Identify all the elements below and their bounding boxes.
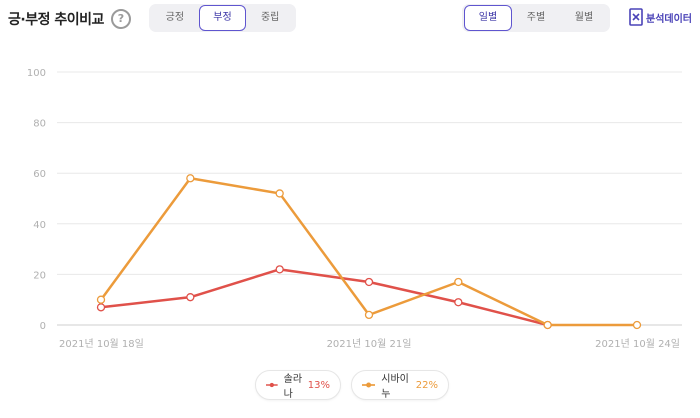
data-point-series-2 [632,320,642,330]
trend-chart: 0 20 40 60 80 100 2021년 10월 18일 2021년 10월 21일 20… [27,68,682,350]
analysis-data-button[interactable]: 분석데이터 [629,8,692,26]
data-point-series-2 [454,277,463,287]
legend-item-series-1[interactable]: 솔라나 13% [255,370,341,400]
data-point-series-1 [186,293,195,302]
period-monthly-button[interactable]: 월별 [574,12,594,23]
y-tick-label: 60 [33,169,46,180]
period-toggle: 일별 주별 월별 [462,4,610,32]
period-daily-button[interactable]: 일별 [464,5,512,31]
excel-icon [629,8,643,26]
data-point-series-1 [275,265,284,274]
data-point-series-2 [96,295,106,304]
legend-share-1: 13% [307,379,330,391]
legend-marker-1 [266,382,278,388]
y-tick-label: 80 [33,119,46,130]
x-tick-label: 2021년 10월 24일 [595,338,680,350]
header: 긍·부정 추이비교 ? 긍정 부정 중립 일별 주별 월별 분석데이터 [0,0,700,36]
y-tick-label: 40 [33,220,46,231]
sentiment-toggle: 긍정 부정 중립 [149,4,296,32]
y-tick-label: 100 [27,68,46,79]
data-point-series-2 [275,189,284,198]
help-icon[interactable]: ? [111,9,131,29]
legend-label-1: 솔라나 [283,374,303,400]
data-point-series-1 [96,303,106,312]
x-tick-label: 2021년 10월 18일 [59,338,144,350]
y-tick-label: 20 [33,270,46,281]
legend-label-2: 시바이누 [381,374,409,400]
data-point-series-1 [364,277,374,287]
sentiment-negative-button[interactable]: 부정 [198,5,247,31]
data-point-series-2 [543,320,552,330]
chart-title: 긍·부정 추이비교 [8,12,104,28]
legend-share-2: 22% [415,379,438,391]
period-weekly-button[interactable]: 주별 [526,12,546,23]
series-line-1 [100,268,548,327]
legend-marker-2 [362,382,376,388]
y-tick-label: 0 [40,321,46,332]
data-point-series-1 [454,298,463,307]
data-point-series-2 [186,174,195,183]
analysis-data-label: 분석데이터 [646,13,692,25]
data-point-series-2 [364,310,374,320]
series-line-2 [99,177,637,327]
sentiment-positive-button[interactable]: 긍정 [165,12,185,23]
sentiment-neutral-button[interactable]: 중립 [260,12,280,23]
legend-item-series-2[interactable]: 시바이누 22% [351,370,449,400]
x-tick-label: 2021년 10월 21일 [327,338,412,350]
